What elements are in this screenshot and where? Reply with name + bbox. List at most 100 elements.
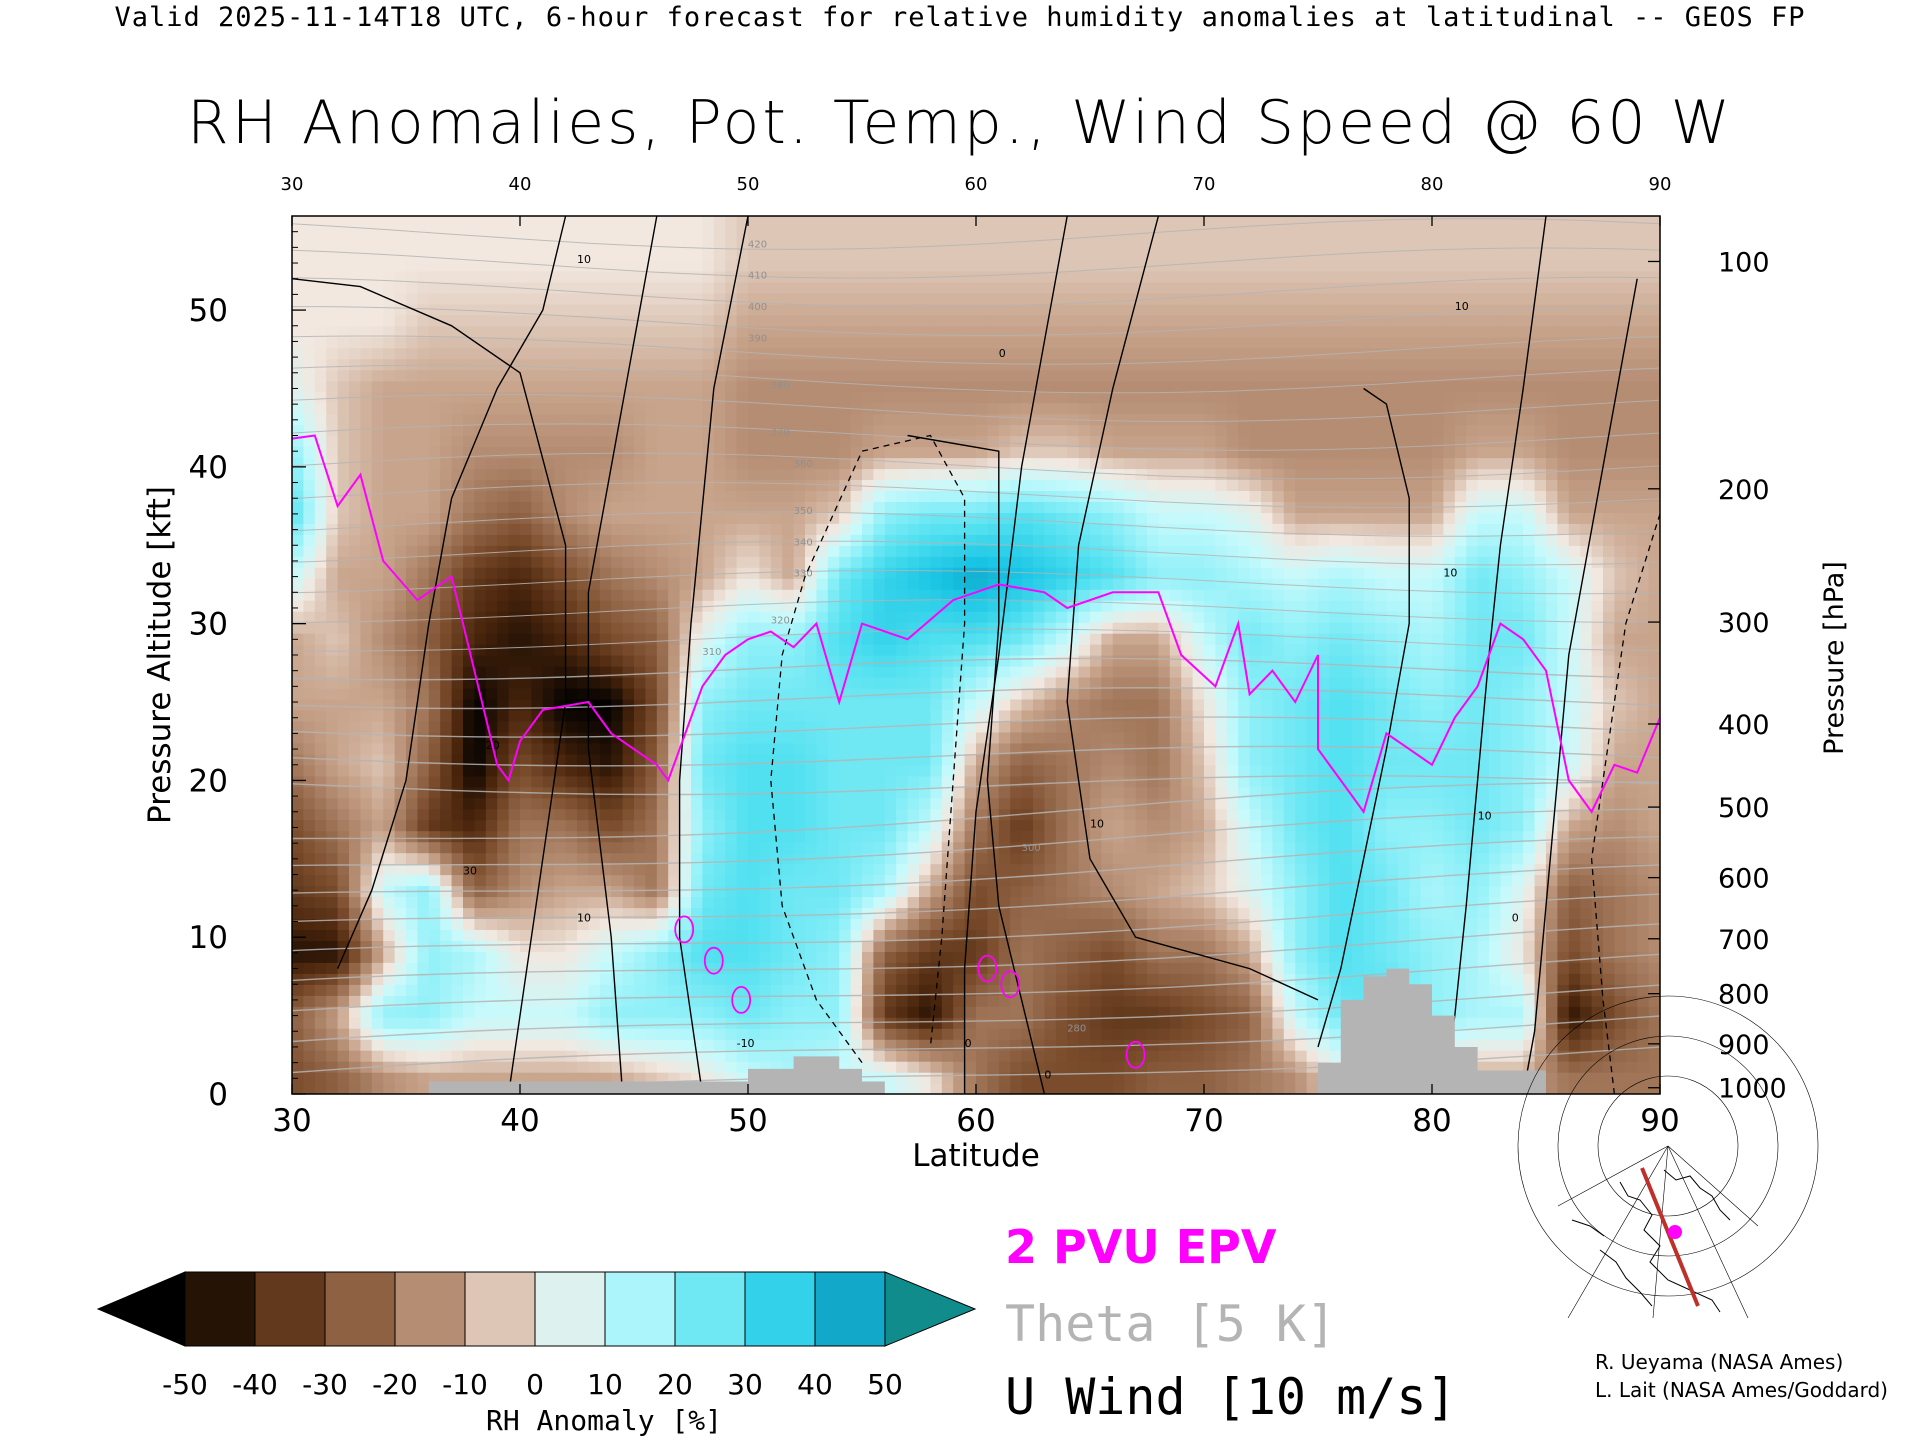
heatmap-cell — [1318, 973, 1330, 985]
heatmap-cell — [1432, 1006, 1444, 1018]
heatmap-cell — [1181, 644, 1194, 656]
heatmap-cell — [565, 995, 578, 1007]
heatmap-cell — [998, 742, 1011, 755]
heatmap-cell — [953, 742, 966, 755]
heatmap-cell — [1169, 1028, 1182, 1040]
heatmap-cell — [1489, 1050, 1501, 1062]
heatmap-cell — [1591, 666, 1604, 678]
heatmap-cell — [1603, 896, 1615, 909]
heatmap-cell — [1318, 951, 1330, 963]
heatmap-cell — [1591, 973, 1604, 985]
heatmap-cell — [394, 1061, 407, 1073]
heatmap-cell — [862, 863, 874, 876]
heatmap-cell — [634, 764, 646, 777]
heatmap-cell — [485, 896, 498, 909]
heatmap-cell — [1591, 786, 1604, 799]
heatmap-cell — [1295, 764, 1308, 777]
heatmap-cell — [770, 863, 783, 876]
heatmap-cell — [1568, 995, 1581, 1007]
heatmap-cell — [884, 666, 897, 678]
heatmap-cell — [793, 918, 806, 930]
heatmap-cell — [451, 731, 464, 744]
heatmap-cell — [1352, 709, 1365, 722]
heatmap-cell — [782, 874, 795, 887]
heatmap-cell — [1192, 1017, 1205, 1029]
heatmap-cell — [1352, 885, 1365, 898]
heatmap-cell — [1625, 644, 1638, 656]
heatmap-cell — [839, 863, 852, 876]
heatmap-cell — [645, 1050, 658, 1062]
heatmap-cell — [1534, 863, 1547, 876]
heatmap-cell — [588, 1039, 601, 1051]
heatmap-cell — [919, 775, 931, 788]
heatmap-cell — [1158, 687, 1171, 700]
heatmap-cell — [1523, 830, 1536, 843]
heatmap-cell — [599, 841, 612, 854]
heatmap-cell — [1033, 962, 1045, 974]
heatmap-cell — [1055, 819, 1068, 832]
heatmap-cell — [1215, 808, 1228, 821]
heatmap-cell — [1534, 940, 1547, 952]
heatmap-cell — [1192, 1050, 1205, 1062]
heatmap-cell — [793, 720, 806, 733]
heatmap-cell — [634, 1017, 646, 1029]
heatmap-cell — [1169, 929, 1182, 941]
heatmap-cell — [326, 786, 339, 799]
heatmap-cell — [736, 797, 749, 810]
heatmap-cell — [679, 918, 692, 930]
heatmap-cell — [964, 786, 977, 799]
heatmap-cell — [1568, 1017, 1581, 1029]
heatmap-cell — [1637, 687, 1650, 700]
heatmap-cell — [1283, 1050, 1296, 1062]
heatmap-cell — [1295, 1050, 1308, 1062]
heatmap-cell — [1295, 918, 1308, 930]
heatmap-cell — [349, 720, 361, 733]
heatmap-cell — [976, 753, 988, 766]
heatmap-cell — [1454, 1028, 1467, 1040]
heatmap-cell — [292, 1028, 304, 1040]
heatmap-cell — [645, 786, 658, 799]
heatmap-cell — [668, 764, 681, 777]
heatmap-cell — [816, 896, 829, 909]
heatmap-cell — [759, 775, 772, 788]
heatmap-cell — [1192, 841, 1205, 854]
heatmap-cell — [1169, 841, 1182, 854]
heatmap-cell — [622, 687, 635, 700]
heatmap-cell — [645, 907, 658, 919]
heatmap-cell — [463, 1072, 475, 1084]
heatmap-cell — [463, 633, 475, 645]
heatmap-cell — [1363, 962, 1376, 974]
heatmap-cell — [1295, 896, 1308, 909]
heatmap-cell — [725, 786, 738, 799]
heatmap-cell — [497, 677, 510, 689]
heatmap-cell — [1044, 698, 1057, 711]
heatmap-cell — [1534, 808, 1547, 821]
heatmap-cell — [1010, 742, 1023, 755]
heatmap-cell — [577, 709, 589, 722]
heatmap-cell — [1329, 644, 1342, 656]
heatmap-cell — [976, 874, 988, 887]
heatmap-cell — [337, 698, 350, 711]
heatmap-cell — [964, 995, 977, 1007]
heatmap-cell — [1135, 874, 1148, 887]
heatmap-cell — [896, 1017, 909, 1029]
heatmap-cell — [702, 1050, 715, 1062]
heatmap-cell — [1033, 830, 1045, 843]
heatmap-cell — [1306, 1006, 1319, 1018]
heatmap-cell — [1614, 907, 1627, 919]
heatmap-cell — [1021, 764, 1034, 777]
heatmap-cell — [451, 973, 464, 985]
heatmap-cell — [816, 808, 829, 821]
heatmap-cell — [531, 962, 544, 974]
heatmap-cell — [474, 1072, 487, 1084]
heatmap-cell — [394, 951, 407, 963]
heatmap-cell — [1340, 962, 1353, 974]
heatmap-cell — [1283, 874, 1296, 887]
heatmap-cell — [1466, 731, 1479, 744]
heatmap-cell — [1147, 709, 1159, 722]
heatmap-cell — [1226, 797, 1239, 810]
heatmap-cell — [1580, 1050, 1593, 1062]
heatmap-cell — [1249, 753, 1262, 766]
heatmap-cell — [827, 918, 840, 930]
heatmap-cell — [1306, 918, 1319, 930]
